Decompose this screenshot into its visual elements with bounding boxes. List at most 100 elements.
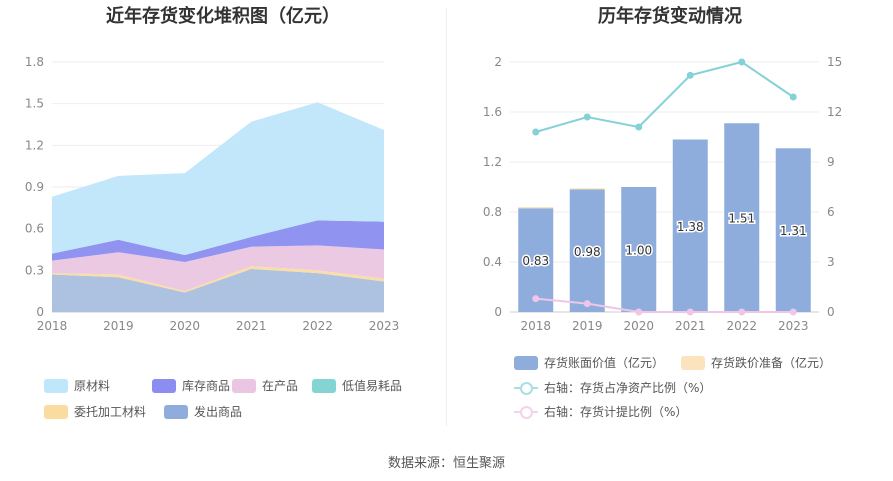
provision-ratio-point (583, 300, 591, 308)
left-chart-title: 近年存货变化堆积图（亿元） (106, 6, 340, 27)
legend-swatch (44, 404, 68, 419)
y-right-tick-label: 12 (827, 105, 842, 119)
net-asset-ratio-point (635, 123, 643, 131)
legend-label: 委托加工材料 (74, 405, 147, 419)
bar-data-label: 1.31 (780, 224, 807, 238)
left-legend: 原材料 库存商品 在产品 低值易耗品 委托加工材料 发出商品 (0, 0, 446, 430)
right-legend: 存货账面价值（亿元） 存货跌价准备（亿元） 右轴：存货占净资产比例（%） 右轴：… (447, 0, 893, 430)
x-tick-label: 2022 (302, 319, 333, 333)
provision-ratio-point (532, 295, 540, 303)
y-left-tick-label: 0.4 (483, 255, 502, 269)
bar-data-label: 0.83 (522, 254, 549, 268)
y-right-tick-label: 6 (827, 205, 835, 219)
x-tick-label: 2021 (236, 319, 267, 333)
right-chart-title: 历年存货变动情况 (598, 6, 742, 27)
y-left-tick-label: 0.8 (483, 205, 502, 219)
provision-ratio-point (635, 308, 643, 316)
bar-data-label: 1.00 (625, 244, 652, 258)
bar-book-value (518, 208, 554, 312)
x-tick-label: 2023 (778, 319, 809, 333)
legend-swatch (312, 378, 336, 393)
y-tick-label: 0.6 (25, 222, 44, 236)
legend-label: 右轴：存货占净资产比例（%） (544, 381, 712, 395)
y-right-tick-label: 9 (827, 155, 835, 169)
legend-label: 在产品 (262, 379, 299, 393)
y-tick-label: 0.3 (25, 263, 44, 277)
legend-item-consigned[interactable]: 委托加工材料 (44, 403, 146, 420)
stacked-area-chart: 0 0.3 0.6 0.9 1.2 1.5 1.8 2018 2019 2020 2021 2022 2… (25, 55, 400, 333)
net-asset-ratio-line (535, 60, 794, 133)
legend-item-raw-material[interactable]: 原材料 (44, 377, 110, 394)
bar-book-value (621, 187, 657, 312)
bar-line-chart: 0 0.4 0.8 1.2 1.6 2 0 3 6 9 12 15 2018 2019 2020 2021 20… (483, 55, 842, 333)
legend-item-shipped[interactable]: 发出商品 (164, 403, 242, 420)
bar-book-value (724, 123, 760, 312)
bar-provision (518, 207, 554, 209)
area-series (52, 266, 384, 293)
data-source-note: 数据来源：恒生聚源 (387, 456, 505, 471)
x-tick-label: 2020 (623, 319, 654, 333)
legend-label: 低值易耗品 (342, 379, 403, 393)
legend-swatch (681, 355, 705, 370)
area-series (52, 102, 384, 256)
net-asset-ratio-point (583, 113, 591, 121)
legend-item-low-value[interactable]: 低值易耗品 (312, 377, 402, 394)
legend-label: 发出商品 (194, 405, 243, 419)
legend-item-in-process[interactable]: 在产品 (232, 377, 298, 394)
legend-line-symbol (514, 381, 538, 395)
net-asset-ratio-point (686, 71, 694, 79)
legend-label: 存货账面价值（亿元） (544, 356, 665, 370)
y-left-tick-label: 0 (494, 305, 502, 319)
x-tick-label: 2019 (103, 319, 134, 333)
net-asset-ratio-point (532, 128, 540, 136)
y-tick-label: 0 (36, 305, 44, 319)
bar-book-value (569, 189, 605, 312)
y-tick-label: 1.2 (25, 138, 44, 152)
y-tick-label: 1.8 (25, 55, 44, 69)
legend-label: 原材料 (74, 379, 111, 393)
panel-divider (446, 8, 447, 426)
left-chart-panel: 近年存货变化堆积图（亿元） 0 0.3 0.6 0.9 1.2 1.5 1.8 2018 201… (0, 0, 446, 430)
legend-item-inventory-goods[interactable]: 库存商品 (152, 377, 230, 394)
bar-provision (569, 188, 605, 190)
x-tick-label: 2022 (726, 319, 757, 333)
legend-swatch (164, 404, 188, 419)
legend-label: 库存商品 (182, 379, 231, 393)
legend-swatch (514, 355, 538, 370)
right-chart-panel: 历年存货变动情况 0 0.4 0.8 1.2 1.6 2 0 3 6 9 12 15 2018 2019 2… (447, 0, 893, 430)
legend-label: 存货跌价准备（亿元） (711, 356, 832, 370)
x-tick-label: 2019 (572, 319, 603, 333)
legend-swatch (152, 378, 176, 393)
y-tick-label: 0.9 (25, 180, 44, 194)
y-right-tick-label: 15 (827, 55, 842, 69)
x-tick-label: 2020 (170, 319, 201, 333)
legend-item-book-value[interactable]: 存货账面价值（亿元） (514, 354, 664, 371)
bar-data-label: 0.98 (574, 245, 601, 259)
y-tick-label: 1.5 (25, 97, 44, 111)
x-tick-label: 2018 (520, 319, 551, 333)
bar-book-value (672, 139, 708, 312)
legend-swatch (44, 378, 68, 393)
bar-data-label: 1.38 (677, 220, 704, 234)
net-asset-ratio-point (738, 58, 746, 66)
area-series (52, 220, 384, 262)
legend-label: 右轴：存货计提比例（%） (544, 405, 688, 419)
area-series (52, 245, 384, 292)
y-left-tick-label: 1.2 (483, 155, 502, 169)
bar-data-label: 1.51 (728, 212, 755, 226)
provision-ratio-point (686, 308, 694, 316)
legend-item-ratio-line[interactable]: 右轴：存货占净资产比例（%） (514, 379, 711, 396)
y-right-tick-label: 0 (827, 305, 835, 319)
net-asset-ratio-point (789, 93, 797, 101)
legend-item-provision[interactable]: 存货跌价准备（亿元） (681, 354, 831, 371)
area-series (52, 268, 384, 312)
x-tick-label: 2021 (675, 319, 706, 333)
legend-line-symbol (514, 405, 538, 419)
provision-ratio-line (535, 297, 794, 313)
y-left-tick-label: 1.6 (483, 105, 502, 119)
y-right-tick-label: 3 (827, 255, 835, 269)
x-tick-label: 2023 (369, 319, 400, 333)
provision-ratio-point (738, 308, 746, 316)
y-left-tick-label: 2 (494, 55, 502, 69)
legend-item-provision-line[interactable]: 右轴：存货计提比例（%） (514, 403, 687, 420)
